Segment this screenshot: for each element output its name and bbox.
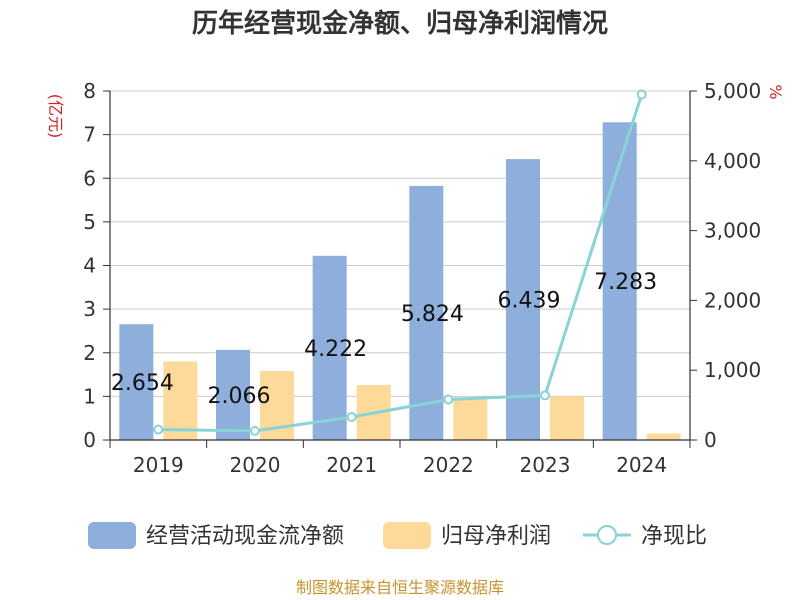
chart-title: 历年经营现金净额、归母净利润情况 — [192, 8, 608, 39]
x-tick-label: 2024 — [616, 453, 667, 477]
left-axis-unit: (亿元) — [46, 94, 65, 139]
x-tick-label: 2023 — [520, 453, 571, 477]
bar-operating-cashflow — [312, 255, 347, 440]
data-label: 7.283 — [594, 270, 657, 295]
axes: 0 1 2 3 4 5 6 7 8 0 1,000 2,000 3,000 4,000 5,000 2019 2… — [83, 79, 761, 477]
x-tick-label: 2020 — [230, 453, 281, 477]
bar-operating-cashflow — [506, 159, 540, 440]
legend-swatch-line-marker — [597, 525, 617, 545]
legend-label-operating-cashflow: 经营活动现金流净额 — [146, 524, 344, 549]
bars — [119, 122, 681, 441]
data-label: 2.066 — [208, 384, 271, 409]
bar-operating-cashflow — [409, 185, 444, 440]
right-axis-unit: % — [766, 84, 785, 99]
legend-label-cash-ratio: 净现比 — [641, 524, 707, 549]
right-tick-label: 5,000 — [704, 79, 761, 103]
grid — [110, 90, 690, 441]
bar-net-profit — [453, 397, 488, 440]
left-tick-label: 0 — [83, 428, 96, 452]
line-point — [636, 89, 647, 100]
bar-operating-cashflow — [216, 349, 250, 440]
data-labels: 2.654 2.066 4.222 5.824 6.439 7.283 — [111, 270, 657, 409]
left-tick-label: 4 — [83, 254, 96, 278]
right-tick-label: 2,000 — [704, 288, 761, 312]
bar-operating-cashflow — [602, 122, 637, 441]
bar-operating-cashflow — [119, 324, 154, 440]
source-note: 制图数据来自恒生聚源数据库 — [296, 578, 504, 597]
data-label: 6.439 — [498, 289, 561, 314]
x-tick-label: 2021 — [326, 453, 377, 477]
left-tick-label: 6 — [83, 166, 96, 190]
bar-net-profit — [163, 361, 198, 440]
left-tick-label: 5 — [83, 210, 96, 234]
legend-label-net-profit: 归母净利润 — [441, 524, 551, 549]
x-tick-label: 2022 — [423, 453, 474, 477]
line-series — [153, 89, 647, 436]
left-tick-label: 3 — [83, 297, 96, 321]
right-tick-label: 1,000 — [704, 358, 761, 382]
left-tick-label: 2 — [83, 341, 96, 365]
right-tick-label: 0 — [704, 428, 717, 452]
left-tick-label: 8 — [83, 79, 96, 103]
line-point — [346, 411, 357, 422]
line-point — [540, 390, 550, 401]
legend-swatch-net-profit — [383, 522, 431, 549]
line-point — [250, 425, 260, 436]
line-point — [443, 394, 454, 405]
line-point — [153, 424, 164, 435]
legend: 经营活动现金流净额 归母净利润 净现比 — [88, 522, 707, 549]
right-tick-label: 4,000 — [704, 149, 761, 173]
data-label: 5.824 — [401, 302, 464, 327]
right-tick-label: 3,000 — [704, 219, 761, 243]
line-cash-ratio — [158, 94, 644, 433]
bar-net-profit — [550, 396, 584, 440]
left-tick-label: 7 — [83, 123, 96, 147]
left-tick-label: 1 — [83, 384, 96, 408]
legend-swatch-operating-cashflow — [88, 522, 136, 549]
x-tick-label: 2019 — [133, 453, 184, 477]
data-label: 4.222 — [304, 337, 367, 362]
data-label: 2.654 — [111, 371, 174, 396]
bar-net-profit — [646, 433, 681, 440]
